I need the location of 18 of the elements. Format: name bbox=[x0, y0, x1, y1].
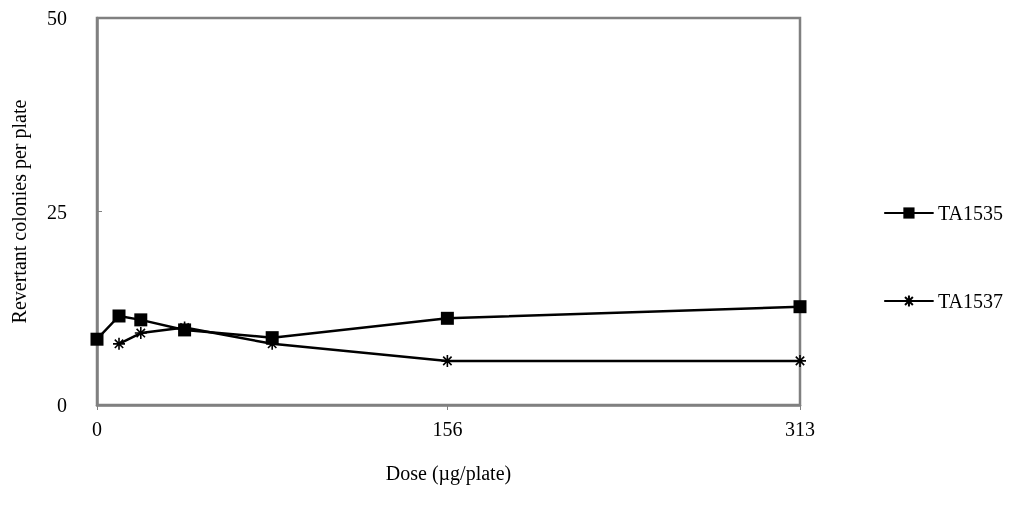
point bbox=[134, 313, 148, 327]
point bbox=[134, 326, 148, 340]
point bbox=[440, 311, 454, 325]
y-tick-label: 0 bbox=[57, 394, 67, 416]
point bbox=[90, 332, 104, 346]
x-tick-label: 156 bbox=[432, 418, 463, 440]
point bbox=[112, 309, 126, 323]
x-tick-label: 0 bbox=[92, 418, 102, 440]
point bbox=[112, 337, 126, 351]
y-axis-title: Revertant colonies per plate bbox=[8, 99, 31, 324]
legend-label: TA1537 bbox=[937, 290, 1003, 312]
legend-label: TA1535 bbox=[937, 202, 1003, 224]
x-tick-label: 313 bbox=[785, 418, 815, 440]
point bbox=[793, 300, 807, 314]
y-tick-label: 25 bbox=[47, 200, 67, 223]
y-tick-label: 50 bbox=[47, 7, 67, 29]
x-axis-title: Dose (µg/plate) bbox=[385, 462, 512, 485]
point bbox=[793, 354, 807, 368]
